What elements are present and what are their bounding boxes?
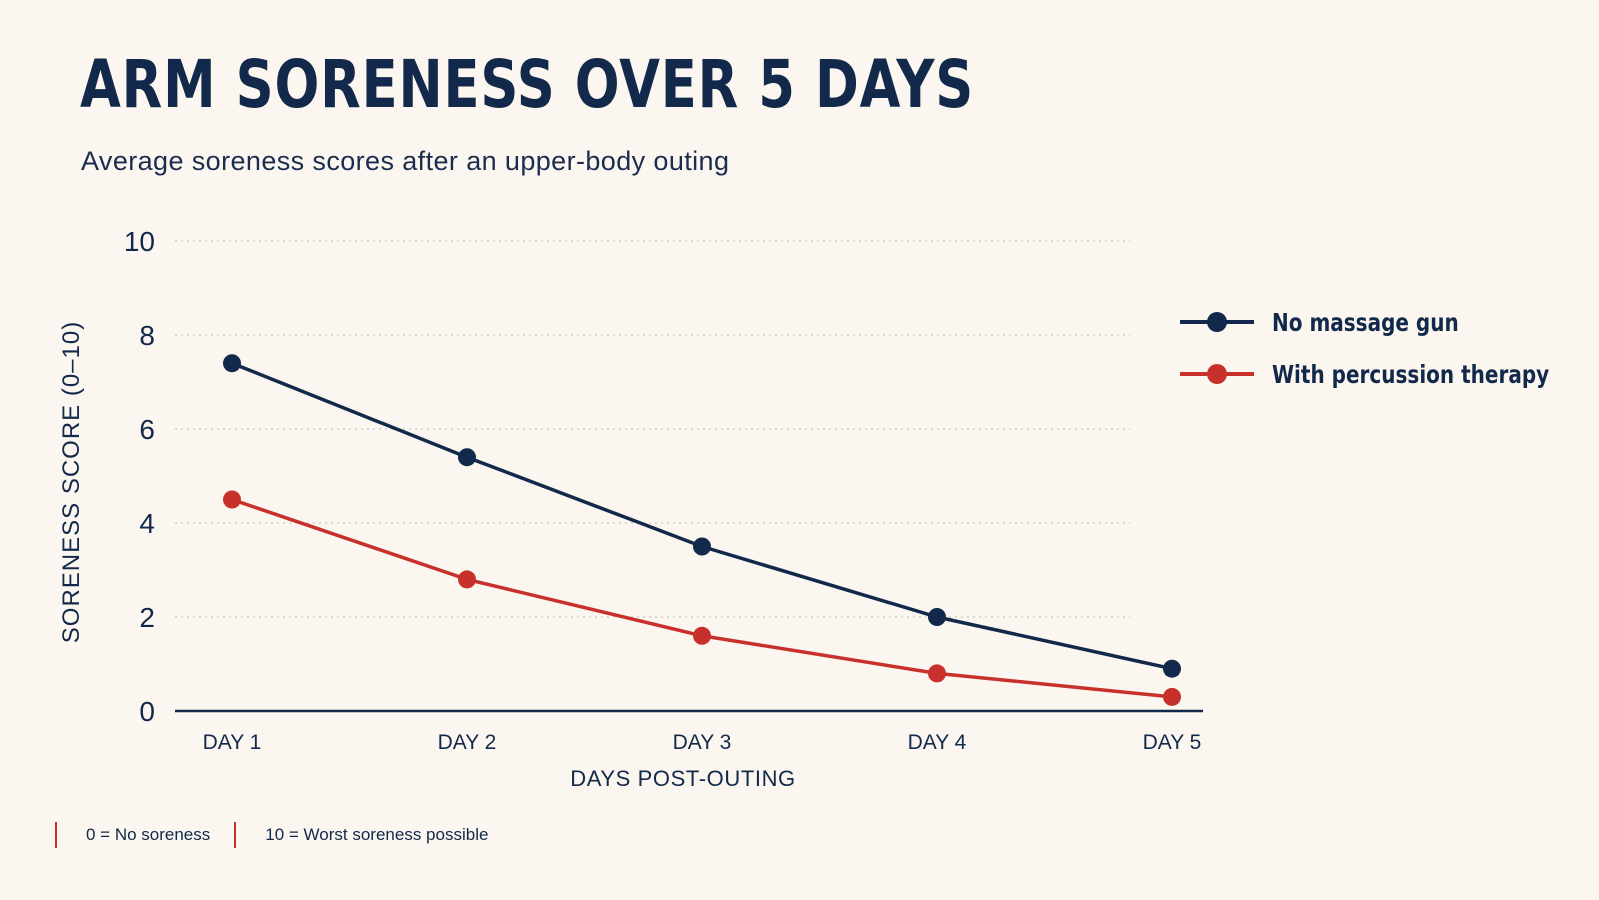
data-point <box>928 664 946 683</box>
y-tick-label: 0 <box>139 696 155 727</box>
scale-footnote: 0 = No soreness 10 = Worst soreness poss… <box>55 822 488 848</box>
data-point <box>693 626 711 645</box>
data-point <box>458 448 476 467</box>
footnote-text: 0 = No soreness <box>86 825 211 844</box>
data-point <box>693 537 711 556</box>
x-tick-label: DAY 4 <box>908 731 967 754</box>
footnote-item: 0 = No soreness <box>55 822 210 848</box>
x-tick-label: DAY 5 <box>1143 731 1202 754</box>
data-point <box>223 490 241 509</box>
legend-label: With percussion therapy <box>1272 359 1550 389</box>
x-tick-label: DAY 3 <box>673 731 732 754</box>
data-point <box>1163 659 1181 678</box>
legend-swatch-navy <box>1180 304 1254 340</box>
legend-item-with-percussion-therapy: With percussion therapy <box>1180 356 1599 392</box>
series-line <box>230 361 1174 671</box>
x-tick-label: DAY 2 <box>438 731 497 754</box>
y-axis-label: SORENESS SCORE (0–10) <box>58 320 85 644</box>
chart-title: ARM SORENESS OVER 5 DAYS <box>80 46 975 123</box>
x-axis-label: DAYS POST-OUTING <box>570 766 796 791</box>
data-point <box>223 354 241 373</box>
legend: No massage gun With percussion therapy <box>1180 304 1599 408</box>
legend-label: No massage gun <box>1272 307 1459 337</box>
y-tick-label: 2 <box>139 602 155 633</box>
legend-swatch-red <box>1180 356 1254 392</box>
data-point <box>928 608 946 626</box>
footnote-item: 10 = Worst soreness possible <box>234 822 488 848</box>
legend-item-no-massage-gun: No massage gun <box>1180 304 1599 340</box>
data-point <box>1163 687 1181 706</box>
series-line <box>230 497 1174 699</box>
footnote-marker <box>234 822 237 848</box>
data-point <box>458 570 476 589</box>
y-tick-label: 10 <box>124 226 155 257</box>
y-tick-label: 4 <box>139 508 155 539</box>
x-tick-label: DAY 1 <box>203 731 262 754</box>
y-tick-label: 8 <box>139 320 155 351</box>
chart-subtitle: Average soreness scores after an upper-b… <box>81 146 730 176</box>
y-tick-label: 6 <box>139 414 155 445</box>
footnote-marker <box>55 822 57 848</box>
footnote-text: 10 = Worst soreness possible <box>265 825 489 844</box>
